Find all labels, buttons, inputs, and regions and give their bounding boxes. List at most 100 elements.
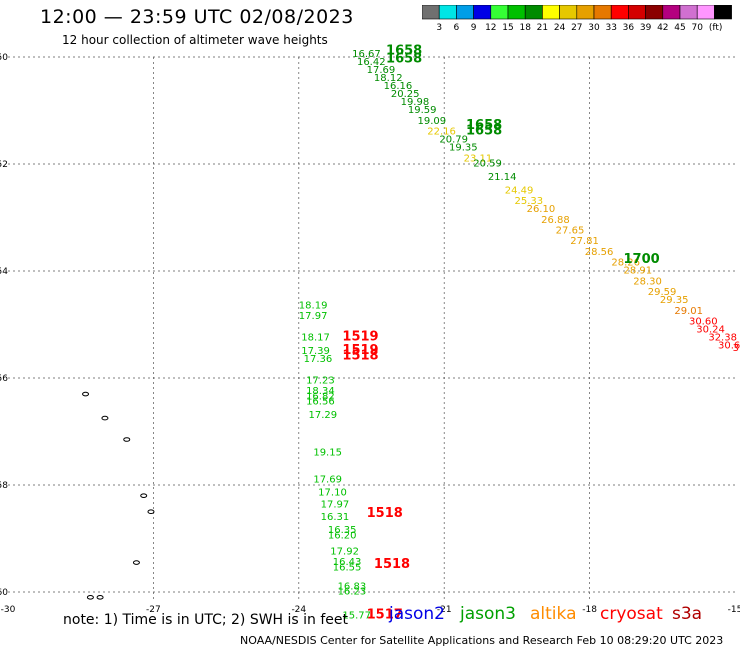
wave-height-value: 16.55 — [333, 563, 362, 574]
island-outline — [147, 509, 155, 515]
island-outline — [82, 391, 90, 397]
wave-height-value: 17.36 — [304, 354, 333, 365]
wave-height-value: 20.59 — [473, 159, 502, 170]
wave-height-value: 26.10 — [527, 204, 556, 215]
color-scale-label: 21 — [537, 23, 548, 33]
wave-height-value: 26.88 — [541, 215, 570, 226]
pass-time-label: 1658 — [386, 43, 422, 58]
footnote: note: 1) Time is in UTC; 2) SWH is in fe… — [63, 612, 349, 628]
wave-height-value: 25.33 — [514, 196, 543, 207]
wave-height-value: 28.26 — [611, 258, 640, 269]
wave-height-value: 19.15 — [313, 448, 342, 459]
lon-tick-label: -30 — [1, 605, 16, 615]
wave-height-value: 31.09 — [733, 343, 740, 354]
wave-height-value: 32.38 — [708, 333, 737, 344]
lat-tick-label: -56 — [0, 374, 8, 384]
lon-tick-label: -21 — [437, 605, 452, 615]
color-scale-unit: (ft) — [709, 23, 723, 33]
color-scale-bar: 3 6 9 12 15 18 21 24 27 30 33 36 39 42 45 70 (ft) — [422, 5, 732, 33]
lat-tick-label: -58 — [0, 481, 8, 491]
lon-tick-label: -24 — [291, 605, 306, 615]
wave-height-value: 29.35 — [660, 295, 689, 306]
wave-height-value: 22.16 — [427, 127, 456, 138]
pass-time-label: 1518 — [374, 557, 410, 572]
pass-time-label: 1658 — [466, 124, 502, 139]
color-swatch — [714, 5, 732, 20]
wave-height-value: 17.92 — [330, 547, 359, 558]
wave-height-value: 17.97 — [321, 499, 350, 510]
wave-height-value: 16.82 — [306, 391, 335, 402]
wave-height-value: 16.20 — [328, 530, 357, 541]
wave-height-value: 17.69 — [367, 65, 396, 76]
legend-s3a: s3a — [672, 604, 703, 624]
lat-tick-label: -54 — [0, 267, 8, 277]
wave-height-value: 28.30 — [633, 276, 662, 287]
wave-height-value: 17.29 — [308, 410, 337, 421]
lon-tick-label: -18 — [582, 605, 597, 615]
wave-height-value: 16.35 — [328, 525, 357, 536]
wave-height-value: 17.39 — [301, 346, 330, 357]
color-scale-label: 12 — [485, 23, 496, 33]
wave-height-value: 27.81 — [570, 236, 599, 247]
wave-height-value: 17.97 — [299, 311, 328, 322]
color-scale-label: 3 — [436, 23, 442, 33]
legend-jason3: jason3 — [460, 604, 516, 624]
color-scale-label: 30 — [588, 23, 600, 33]
legend-cryosat: cryosat — [600, 604, 663, 624]
credit-line: NOAA/NESDIS Center for Satellite Applica… — [240, 634, 724, 647]
wave-height-value: 20.25 — [391, 89, 420, 100]
wave-height-value: 18.34 — [306, 386, 335, 397]
pass-time-label: 1519 — [342, 330, 378, 345]
wave-height-value: 18.17 — [301, 333, 330, 344]
island-outline — [123, 437, 131, 442]
wave-height-value: 16.43 — [333, 557, 362, 568]
color-scale-label: 9 — [471, 23, 477, 33]
pass-time-label: 1700 — [624, 252, 660, 267]
wave-height-value: 29.59 — [648, 287, 677, 298]
wave-height-value: 17.10 — [318, 488, 347, 499]
page-subtitle: 12 hour collection of altimeter wave hei… — [62, 33, 328, 47]
wave-height-value: 18.12 — [374, 73, 403, 84]
wave-height-value: 16.83 — [338, 581, 367, 592]
color-scale-label: 33 — [605, 23, 616, 33]
color-scale-label: 45 — [674, 23, 685, 33]
island-outline — [132, 560, 140, 565]
color-scale-label: 39 — [640, 23, 652, 33]
island-outline — [140, 493, 148, 498]
color-scale-label: 27 — [571, 23, 582, 33]
wave-height-value: 19.59 — [408, 105, 437, 116]
pass-time-label: 1658 — [386, 51, 422, 66]
island-outline — [96, 595, 104, 600]
wave-height-value: 16.23 — [338, 587, 367, 598]
pass-time-label: 1519 — [342, 343, 378, 358]
pass-time-label: 1658 — [466, 118, 502, 133]
wave-height-value: 28.56 — [585, 247, 614, 258]
lon-tick-label: -15 — [728, 605, 740, 615]
color-scale-label: 15 — [502, 23, 513, 33]
wave-height-value: 16.42 — [357, 57, 386, 68]
wave-height-value: 17.23 — [306, 375, 335, 386]
lat-tick-label: -50 — [0, 53, 8, 63]
page-title: 12:00 — 23:59 UTC 02/08/2023 — [40, 6, 354, 28]
color-scale-label: 70 — [691, 23, 703, 33]
wave-height-value: 20.79 — [439, 135, 468, 146]
wave-height-value: 16.16 — [384, 81, 413, 92]
lat-tick-label: -52 — [0, 160, 8, 170]
wave-height-value: 21.14 — [488, 172, 517, 183]
wave-height-value: 30.60 — [689, 316, 718, 327]
color-scale-label: 18 — [519, 23, 531, 33]
wave-height-value: 23.11 — [464, 153, 493, 164]
legend-altika: altika — [530, 604, 577, 624]
legend-jason2: jason2 — [389, 604, 445, 624]
wave-height-value: 16.31 — [321, 512, 350, 523]
color-scale-label: 24 — [554, 23, 566, 33]
wave-height-value: 17.69 — [313, 474, 342, 485]
lon-tick-label: -27 — [146, 605, 161, 615]
wave-height-value: 27.65 — [556, 226, 585, 237]
wave-height-value: 15.77 — [342, 611, 371, 622]
wave-height-value: 24.49 — [505, 185, 534, 196]
wave-height-value: 19.09 — [418, 116, 447, 127]
pass-time-label: 1518 — [342, 348, 378, 363]
color-scale-label: 6 — [454, 23, 460, 33]
